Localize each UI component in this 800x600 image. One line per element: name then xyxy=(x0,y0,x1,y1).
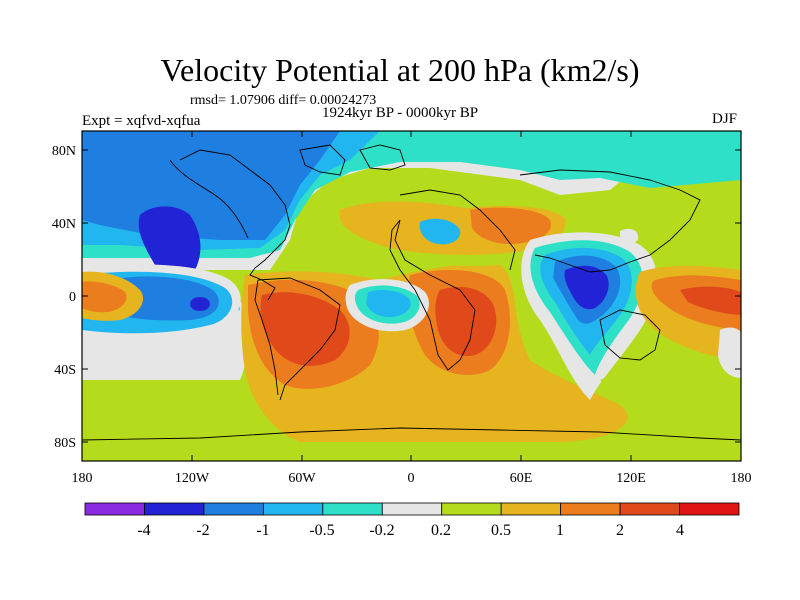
time-period-subtitle: 1924kyr BP - 0000kyr BP xyxy=(322,105,479,121)
colorbar-box xyxy=(381,502,443,516)
lat-tick-label: 40S xyxy=(54,363,76,378)
colorbar-box xyxy=(679,502,740,516)
lon-tick-label: 60E xyxy=(510,471,533,486)
colorbar-labels: -4 -2 -1 -0.5 -0.2 0.2 0.5 1 2 4 xyxy=(137,522,684,539)
experiment-label: Expt = xqfvd-xqfua xyxy=(82,113,201,129)
colorbar-label: -1 xyxy=(256,522,269,539)
lat-tick-label: 40N xyxy=(52,217,76,232)
lon-axis: 180 120W 60W 0 60E 120E 180 xyxy=(72,131,752,486)
colorbar-label: 2 xyxy=(616,522,624,539)
colorbar-label: -0.5 xyxy=(309,522,334,539)
lat-axis: 80N 40N 0 40S 80S xyxy=(52,144,741,451)
colorbar-label: 0.5 xyxy=(491,522,511,539)
lat-tick-label: 0 xyxy=(69,290,76,305)
colorbar-box xyxy=(144,502,205,516)
colorbar-box xyxy=(322,502,383,516)
coastlines xyxy=(82,144,741,441)
colorbar-label: -0.2 xyxy=(369,522,394,539)
colorbar-label: 0.2 xyxy=(431,522,451,539)
colorbar-box xyxy=(441,502,502,516)
colorbar-box xyxy=(203,502,264,516)
colorbar-box xyxy=(500,502,562,516)
colorbar-box xyxy=(560,502,621,516)
lon-tick-label: 120W xyxy=(175,471,210,486)
rmsd-diff-text: rmsd= 1.07906 diff= 0.00024273 xyxy=(190,93,377,108)
lon-tick-label: 120E xyxy=(616,471,646,486)
colorbar-label: 1 xyxy=(556,522,564,539)
colorbar-box xyxy=(262,502,324,516)
map-panel xyxy=(82,131,741,461)
lon-tick-label: 180 xyxy=(731,471,752,486)
colorbar-label: 4 xyxy=(676,522,684,539)
colorbar-label: -4 xyxy=(137,522,150,539)
lon-tick-label: 180 xyxy=(72,471,93,486)
lat-tick-label: 80N xyxy=(52,144,76,159)
lon-tick-label: 60W xyxy=(288,471,316,486)
season-label: DJF xyxy=(712,111,738,127)
lon-tick-label: 0 xyxy=(408,471,415,486)
map-title: Velocity Potential at 200 hPa (km2/s) xyxy=(160,52,640,88)
colorbar: -4 -2 -1 -0.5 -0.2 0.2 0.5 1 2 4 xyxy=(84,502,740,539)
colorbar-box xyxy=(619,502,680,516)
colorbar-box xyxy=(84,502,145,516)
colorbar-boxes xyxy=(84,502,740,516)
lat-tick-label: 80S xyxy=(54,436,76,451)
colorbar-label: -2 xyxy=(196,522,209,539)
